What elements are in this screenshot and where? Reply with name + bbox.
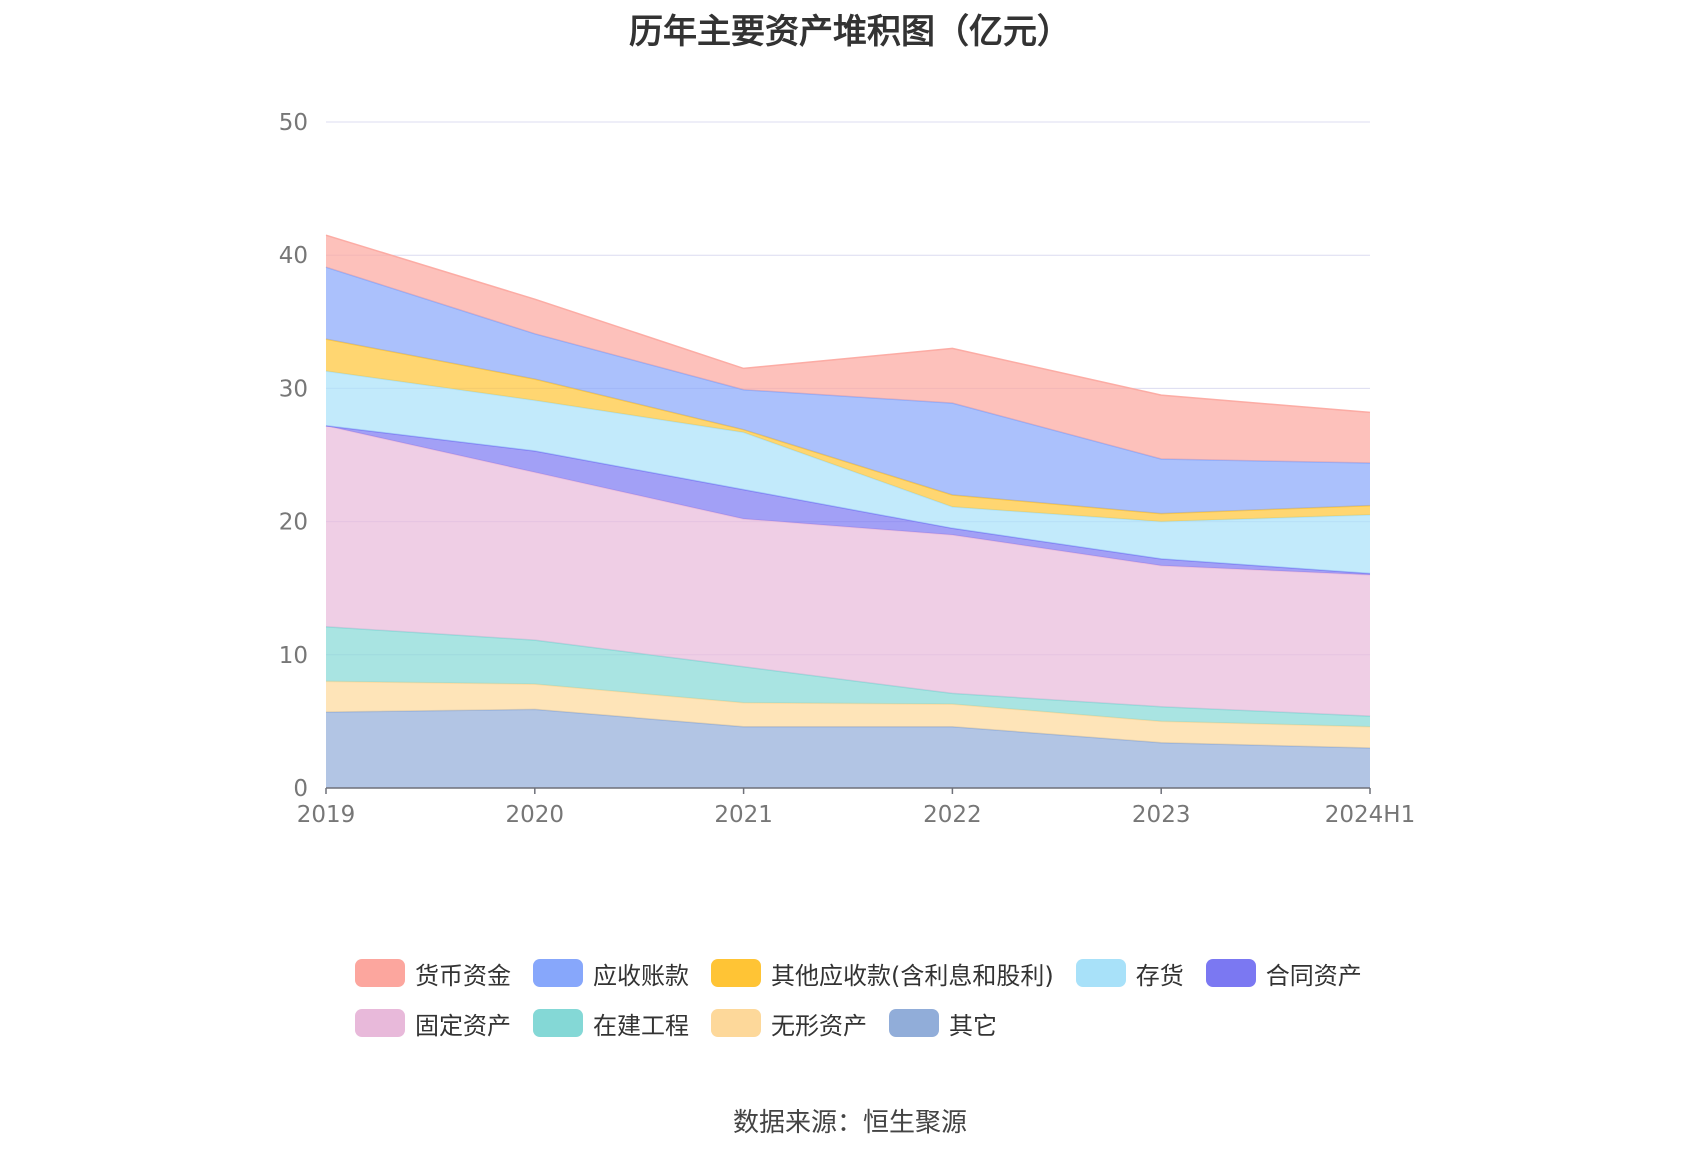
legend-swatch [711,1009,761,1037]
area-series [326,425,1370,717]
chart-legend: 货币资金 应收账款 其他应收款(含利息和股利) 存货 合同资产 固定资产 在建工… [355,948,1455,1048]
legend-item-other-receivables[interactable]: 其他应收款(含利息和股利) [711,956,1054,991]
legend-item-inventory[interactable]: 存货 [1075,956,1184,991]
area-series-line [325,234,1371,414]
legend-item-intangible-assets[interactable]: 无形资产 [711,1006,867,1041]
stacked-area-chart: 0 10 20 30 40 50 2019 2020 2021 2022 2023 2024H1 [279,110,1416,828]
legend-item-fixed-assets[interactable]: 固定资产 [355,1006,511,1041]
chart-title: 历年主要资产堆积图（亿元） [629,12,1071,52]
legend-swatch [355,959,405,987]
legend-swatch [1075,959,1126,987]
legend-label: 其他应收款(含利息和股利) [771,961,1054,990]
legend-swatch [533,959,583,987]
legend-row-2: 固定资产 在建工程 无形资产 其它 [355,998,1455,1048]
legend-label: 存货 [1135,961,1184,990]
legend-label: 合同资产 [1265,961,1362,990]
legend-item-contract-assets[interactable]: 合同资产 [1205,956,1362,991]
legend-item-other[interactable]: 其它 [889,1006,997,1041]
x-tick-label: 2022 [923,802,982,828]
x-tick-label: 2024H1 [1325,802,1415,828]
y-tick-label: 0 [293,776,308,802]
area-series [326,626,1370,727]
legend-item-cash[interactable]: 货币资金 [355,956,511,991]
legend-label: 无形资产 [771,1011,867,1040]
x-tick-label: 2023 [1132,802,1191,828]
legend-label: 应收账款 [593,961,689,990]
legend-item-construction-in-progress[interactable]: 在建工程 [533,1006,689,1041]
legend-label: 其它 [949,1011,997,1040]
legend-item-accounts-receivable[interactable]: 应收账款 [533,956,689,991]
y-tick-label: 10 [279,643,308,669]
legend-swatch [533,1009,583,1037]
y-tick-label: 40 [279,243,308,269]
y-tick-label: 50 [279,110,308,136]
x-tick-label: 2020 [506,802,565,828]
legend-label: 在建工程 [593,1011,689,1040]
y-tick-label: 30 [279,376,308,402]
legend-row-1: 货币资金 应收账款 其他应收款(含利息和股利) 存货 合同资产 [355,948,1455,998]
area-series [326,425,1370,575]
legend-swatch [1205,959,1256,987]
area-series [326,681,1370,748]
area-series [326,267,1370,514]
y-tick-label: 20 [279,510,308,536]
legend-swatch [711,959,761,987]
x-tick-label: 2021 [714,802,773,828]
area-series [326,235,1370,463]
legend-label: 货币资金 [415,961,511,990]
area-series [326,709,1370,788]
x-tick-label: 2019 [297,802,356,828]
area-series [326,371,1370,574]
legend-label: 固定资产 [415,1011,511,1040]
data-source-note: 数据来源：恒生聚源 [732,1108,967,1138]
legend-swatch [889,1009,939,1037]
legend-swatch [355,1009,405,1037]
